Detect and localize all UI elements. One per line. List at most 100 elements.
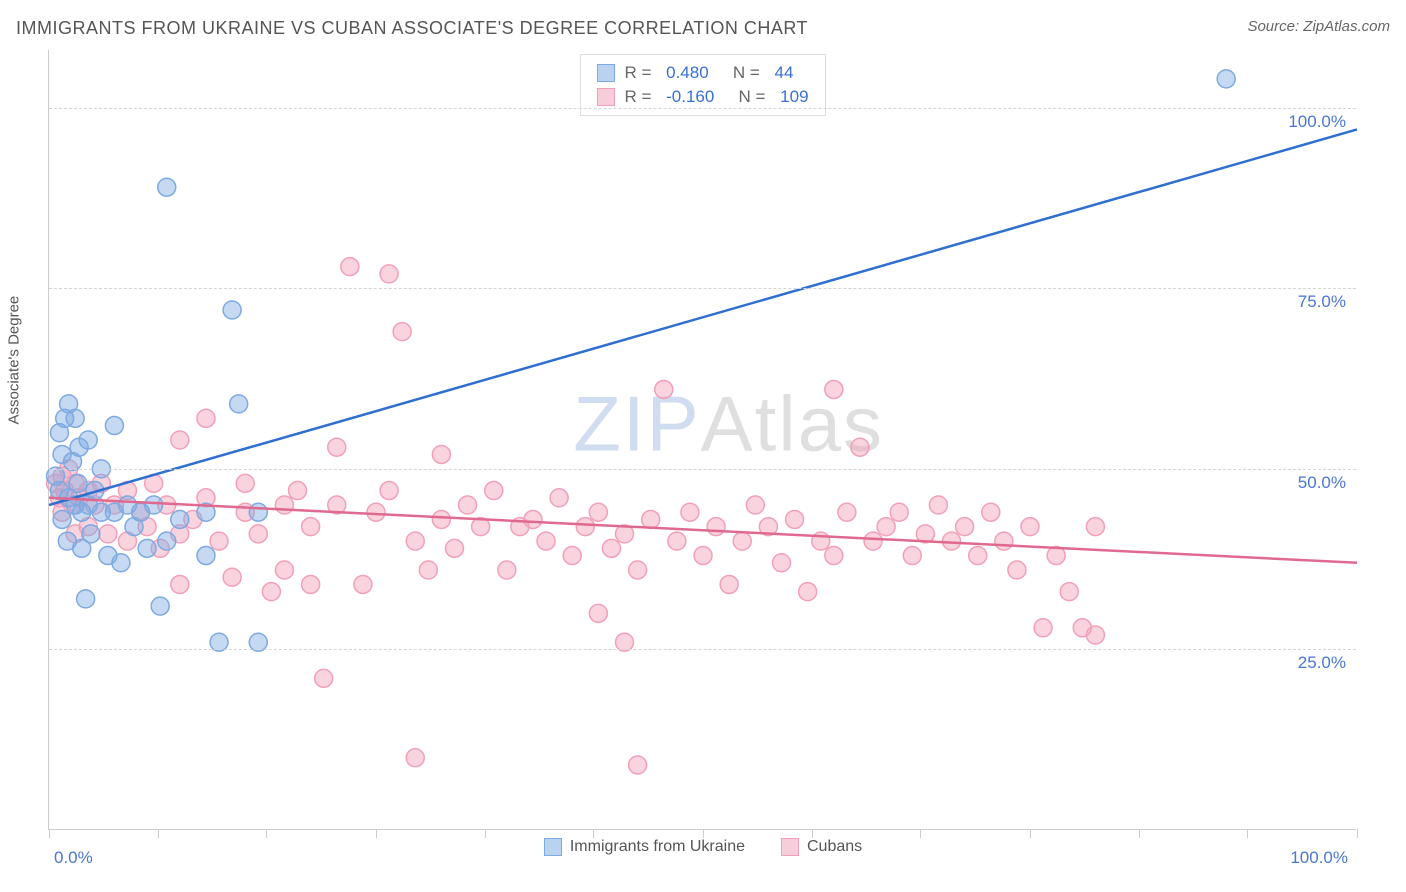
data-point: [720, 575, 738, 593]
data-point: [53, 510, 71, 528]
data-point: [825, 380, 843, 398]
data-point: [341, 258, 359, 276]
data-point: [655, 380, 673, 398]
data-point: [982, 503, 1000, 521]
data-point: [694, 547, 712, 565]
legend-label-1: Immigrants from Ukraine: [570, 838, 745, 856]
data-point: [171, 575, 189, 593]
x-tick: [703, 829, 704, 838]
data-point: [236, 474, 254, 492]
data-point: [249, 525, 267, 543]
data-point: [249, 503, 267, 521]
data-point: [315, 669, 333, 687]
stats-row-2: R = -0.160 N = 109: [596, 85, 808, 109]
data-point: [1034, 619, 1052, 637]
data-point: [1217, 70, 1235, 88]
data-point: [171, 510, 189, 528]
x-tick: [376, 829, 377, 838]
bottom-legend: Immigrants from Ukraine Cubans: [0, 838, 1406, 856]
data-point: [445, 539, 463, 557]
data-point: [956, 518, 974, 536]
data-point: [262, 583, 280, 601]
x-tick: [158, 829, 159, 838]
stats-n-label-1: N =: [719, 61, 765, 85]
data-point: [1021, 518, 1039, 536]
data-point: [197, 409, 215, 427]
data-point: [210, 532, 228, 550]
data-point: [223, 568, 241, 586]
data-point: [838, 503, 856, 521]
data-point: [79, 431, 97, 449]
data-point: [1086, 518, 1104, 536]
x-tick: [49, 829, 50, 838]
data-point: [733, 532, 751, 550]
stats-n-value-1: 44: [775, 61, 794, 85]
data-point: [786, 510, 804, 528]
data-point: [498, 561, 516, 579]
legend-item-2: Cubans: [781, 838, 862, 856]
data-point: [537, 532, 555, 550]
legend-label-2: Cubans: [807, 838, 862, 856]
data-point: [995, 532, 1013, 550]
x-tick: [1030, 829, 1031, 838]
data-point: [1086, 626, 1104, 644]
source-label: Source: ZipAtlas.com: [1247, 18, 1390, 35]
stats-n-value-2: 109: [780, 85, 808, 109]
trend-line: [49, 129, 1357, 505]
y-axis-label: Associate's Degree: [6, 296, 23, 425]
data-point: [629, 561, 647, 579]
data-point: [550, 489, 568, 507]
data-point: [275, 561, 293, 579]
x-tick: [593, 829, 594, 838]
data-point: [903, 547, 921, 565]
data-point: [629, 756, 647, 774]
y-tick-label: 50.0%: [1298, 473, 1346, 493]
data-point: [524, 510, 542, 528]
data-point: [69, 474, 87, 492]
y-tick-label: 75.0%: [1298, 292, 1346, 312]
data-point: [138, 539, 156, 557]
chart-title: IMMIGRANTS FROM UKRAINE VS CUBAN ASSOCIA…: [16, 18, 808, 39]
data-point: [158, 532, 176, 550]
data-point: [151, 597, 169, 615]
stats-r-value-1: 0.480: [666, 61, 709, 85]
data-point: [877, 518, 895, 536]
data-point: [563, 547, 581, 565]
stats-swatch-1: [596, 64, 614, 82]
stats-n-label-2: N =: [724, 85, 770, 109]
stats-legend-box: R = 0.480 N = 44 R = -0.160 N = 109: [579, 54, 825, 116]
data-point: [825, 547, 843, 565]
x-tick: [1357, 829, 1358, 838]
stats-r-value-2: -0.160: [666, 85, 714, 109]
data-point: [380, 482, 398, 500]
data-point: [99, 525, 117, 543]
data-point: [772, 554, 790, 572]
data-point: [77, 590, 95, 608]
x-tick: [920, 829, 921, 838]
data-point: [419, 561, 437, 579]
data-point: [171, 431, 189, 449]
data-point: [66, 409, 84, 427]
data-point: [1008, 561, 1026, 579]
data-point: [681, 503, 699, 521]
y-tick-label: 25.0%: [1298, 653, 1346, 673]
x-tick: [485, 829, 486, 838]
data-point: [1060, 583, 1078, 601]
data-point: [302, 518, 320, 536]
data-point: [851, 438, 869, 456]
data-point: [393, 323, 411, 341]
data-point: [406, 749, 424, 767]
data-point: [230, 395, 248, 413]
stats-r-label-1: R =: [624, 61, 656, 85]
data-point: [289, 482, 307, 500]
gridline: [49, 469, 1356, 470]
data-point: [105, 417, 123, 435]
data-point: [589, 604, 607, 622]
x-tick: [1139, 829, 1140, 838]
data-point: [485, 482, 503, 500]
data-point: [197, 547, 215, 565]
gridline: [49, 108, 1356, 109]
data-point: [799, 583, 817, 601]
data-point: [459, 496, 477, 514]
legend-item-1: Immigrants from Ukraine: [544, 838, 745, 856]
